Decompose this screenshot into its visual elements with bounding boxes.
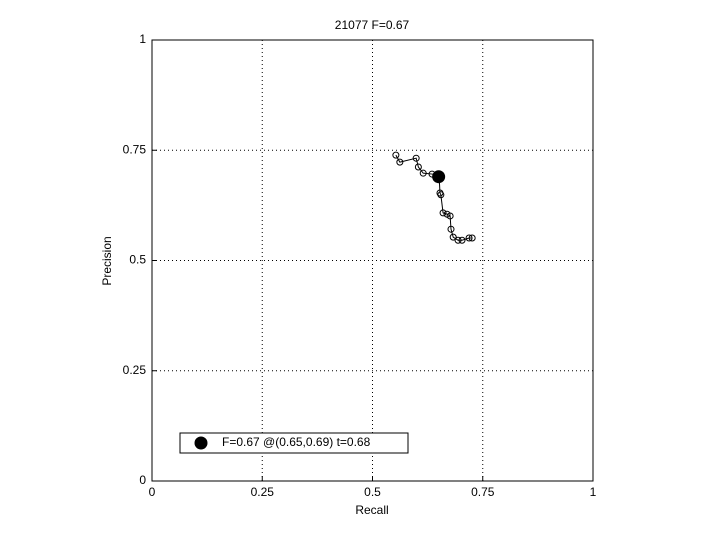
point — [446, 212, 454, 220]
legend-label: F=0.67 @(0.65,0.69) t=0.68 — [222, 435, 371, 449]
point — [414, 163, 422, 171]
point — [412, 154, 420, 162]
x-tick-label: 0.25 — [251, 485, 275, 499]
legend-box — [179, 432, 409, 454]
legend-marker — [194, 436, 208, 450]
y-tick-label: 0.5 — [129, 253, 146, 267]
y-axis-label: Precision — [100, 236, 114, 285]
point — [449, 233, 457, 241]
plot-frame — [151, 39, 594, 482]
x-tick-label: 0.75 — [471, 485, 495, 499]
y-tick-label: 0 — [139, 473, 146, 487]
point — [396, 158, 404, 166]
chart-title: 21077 F=0.67 — [335, 18, 410, 32]
y-tick-label: 0.75 — [123, 142, 147, 156]
x-axis-label: Recall — [355, 503, 388, 517]
point — [465, 234, 473, 242]
point — [437, 191, 445, 199]
point — [458, 236, 466, 244]
x-tick-label: 0.5 — [364, 485, 381, 499]
point — [454, 236, 462, 244]
y-tick-label: 0.25 — [123, 363, 147, 377]
best-point — [432, 170, 446, 184]
x-tick-label: 1 — [590, 485, 597, 499]
point — [392, 151, 400, 159]
point — [419, 169, 427, 177]
point — [447, 225, 455, 233]
x-tick-label: 0 — [149, 485, 156, 499]
point — [439, 209, 447, 217]
point — [468, 234, 476, 242]
y-tick-label: 1 — [139, 32, 146, 46]
